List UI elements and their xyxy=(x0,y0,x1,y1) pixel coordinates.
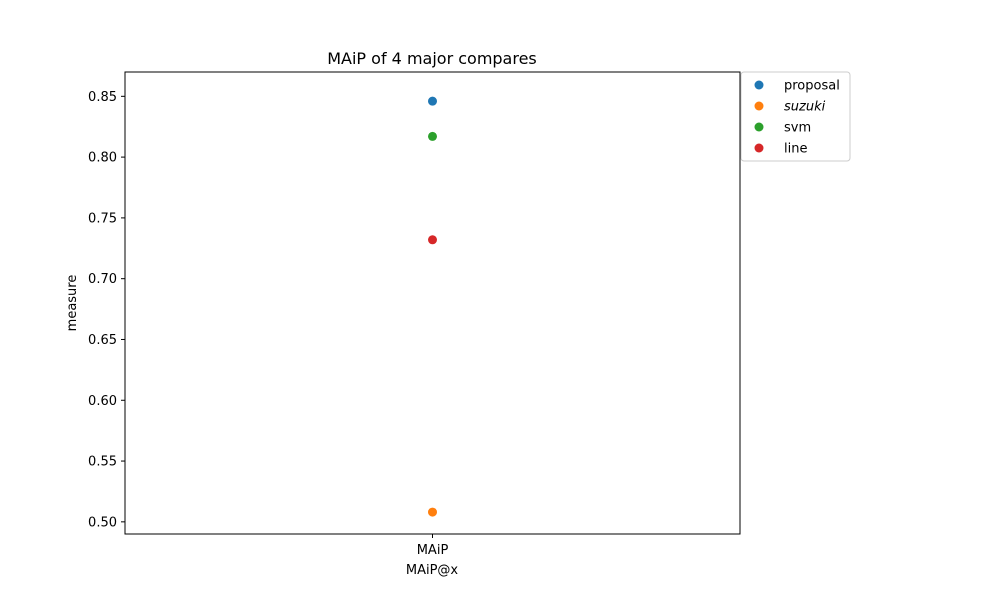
y-tick-label: 0.70 xyxy=(88,272,117,287)
legend-marker-line xyxy=(754,143,764,153)
y-tick-label: 0.60 xyxy=(88,394,117,409)
y-tick-label: 0.50 xyxy=(88,515,117,530)
x-tick-label: MAiP xyxy=(417,543,449,558)
data-points xyxy=(428,96,437,517)
data-point-svm xyxy=(428,131,437,141)
plot-area xyxy=(124,71,741,535)
data-point-suzuki xyxy=(428,507,437,517)
y-tick-label: 0.80 xyxy=(88,151,117,166)
chart-title: MAiP of 4 major compares xyxy=(327,49,537,68)
legend-marker-proposal xyxy=(754,80,764,90)
y-tick-label: 0.85 xyxy=(88,90,117,105)
y-axis-label: measure xyxy=(65,275,80,332)
legend-label-svm: svm xyxy=(784,121,811,136)
x-axis: MAiP xyxy=(417,534,449,558)
legend-label-suzuki: suzuki xyxy=(784,100,826,115)
data-point-proposal xyxy=(428,96,437,106)
y-axis: 0.50 0.55 0.60 0.65 0.70 0.75 0.80 0.85 xyxy=(88,90,125,530)
legend-box xyxy=(740,71,851,162)
data-point-line xyxy=(428,235,437,245)
legend-marker-svm xyxy=(754,122,764,132)
x-axis-label: MAiP@x xyxy=(406,563,459,578)
y-tick-label: 0.65 xyxy=(88,333,117,348)
legend-label-proposal: proposal xyxy=(784,79,840,94)
y-tick-label: 0.55 xyxy=(88,455,117,470)
legend-marker-suzuki xyxy=(754,101,764,111)
legend-label-line: line xyxy=(784,142,807,157)
legend: proposal suzuki svm line xyxy=(740,71,851,162)
y-tick-label: 0.75 xyxy=(88,211,117,226)
